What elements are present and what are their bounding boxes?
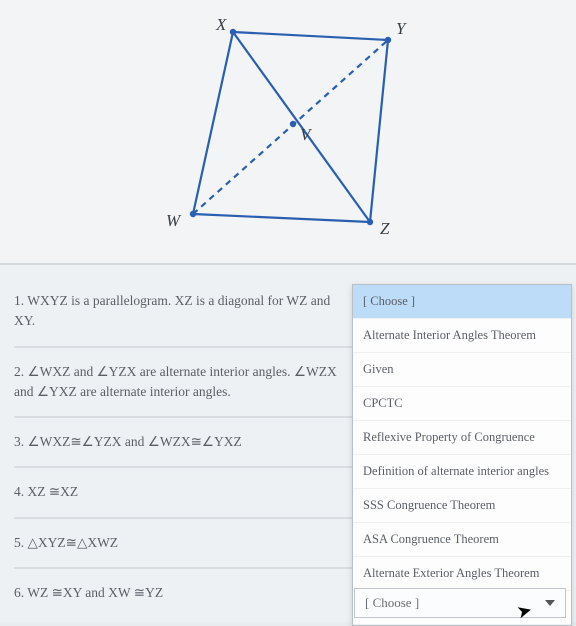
step-1: 1. WXYZ is a parallelogram. XZ is a diag… <box>14 269 354 348</box>
reason-dropdown-closed[interactable]: [ Choose ] <box>354 588 566 618</box>
dropdown-placeholder: [ Choose ] <box>365 595 419 611</box>
svg-text:W: W <box>166 211 182 230</box>
option-reflexive[interactable]: Reflexive Property of Congruence <box>353 421 571 455</box>
option-alt-exterior[interactable]: Alternate Exterior Angles Theorem <box>353 557 571 591</box>
step-4: 4. XZ ≅XZ <box>14 468 354 518</box>
option-cpctc[interactable]: CPCTC <box>353 387 571 421</box>
step-2: 2. ∠WXZ and ∠YZX are alternate interior … <box>14 348 354 419</box>
svg-text:Z: Z <box>380 219 390 238</box>
option-asa[interactable]: ASA Congruence Theorem <box>353 523 571 557</box>
option-sss[interactable]: SSS Congruence Theorem <box>353 489 571 523</box>
svg-text:Y: Y <box>396 19 407 38</box>
option-given[interactable]: Given <box>353 353 571 387</box>
step-5: 5. △XYZ≅△XWZ <box>14 519 354 569</box>
diagram-area: XYZWV <box>0 0 576 265</box>
reason-dropdown-open[interactable]: [ Choose ] Alternate Interior Angles The… <box>352 284 572 626</box>
step-6: 6. WZ ≅XY and XW ≅YZ <box>14 569 354 617</box>
option-def-alt-interior[interactable]: Definition of alternate interior angles <box>353 455 571 489</box>
chevron-down-icon <box>545 600 555 606</box>
parallelogram-diagram: XYZWV <box>138 12 438 252</box>
option-choose[interactable]: [ Choose ] <box>353 285 571 319</box>
option-alt-interior[interactable]: Alternate Interior Angles Theorem <box>353 319 571 353</box>
svg-text:X: X <box>215 15 227 34</box>
page-root: XYZWV 1. WXYZ is a parallelogram. XZ is … <box>0 0 576 622</box>
step-3: 3. ∠WXZ≅∠YZX and ∠WZX≅∠YXZ <box>14 418 354 468</box>
